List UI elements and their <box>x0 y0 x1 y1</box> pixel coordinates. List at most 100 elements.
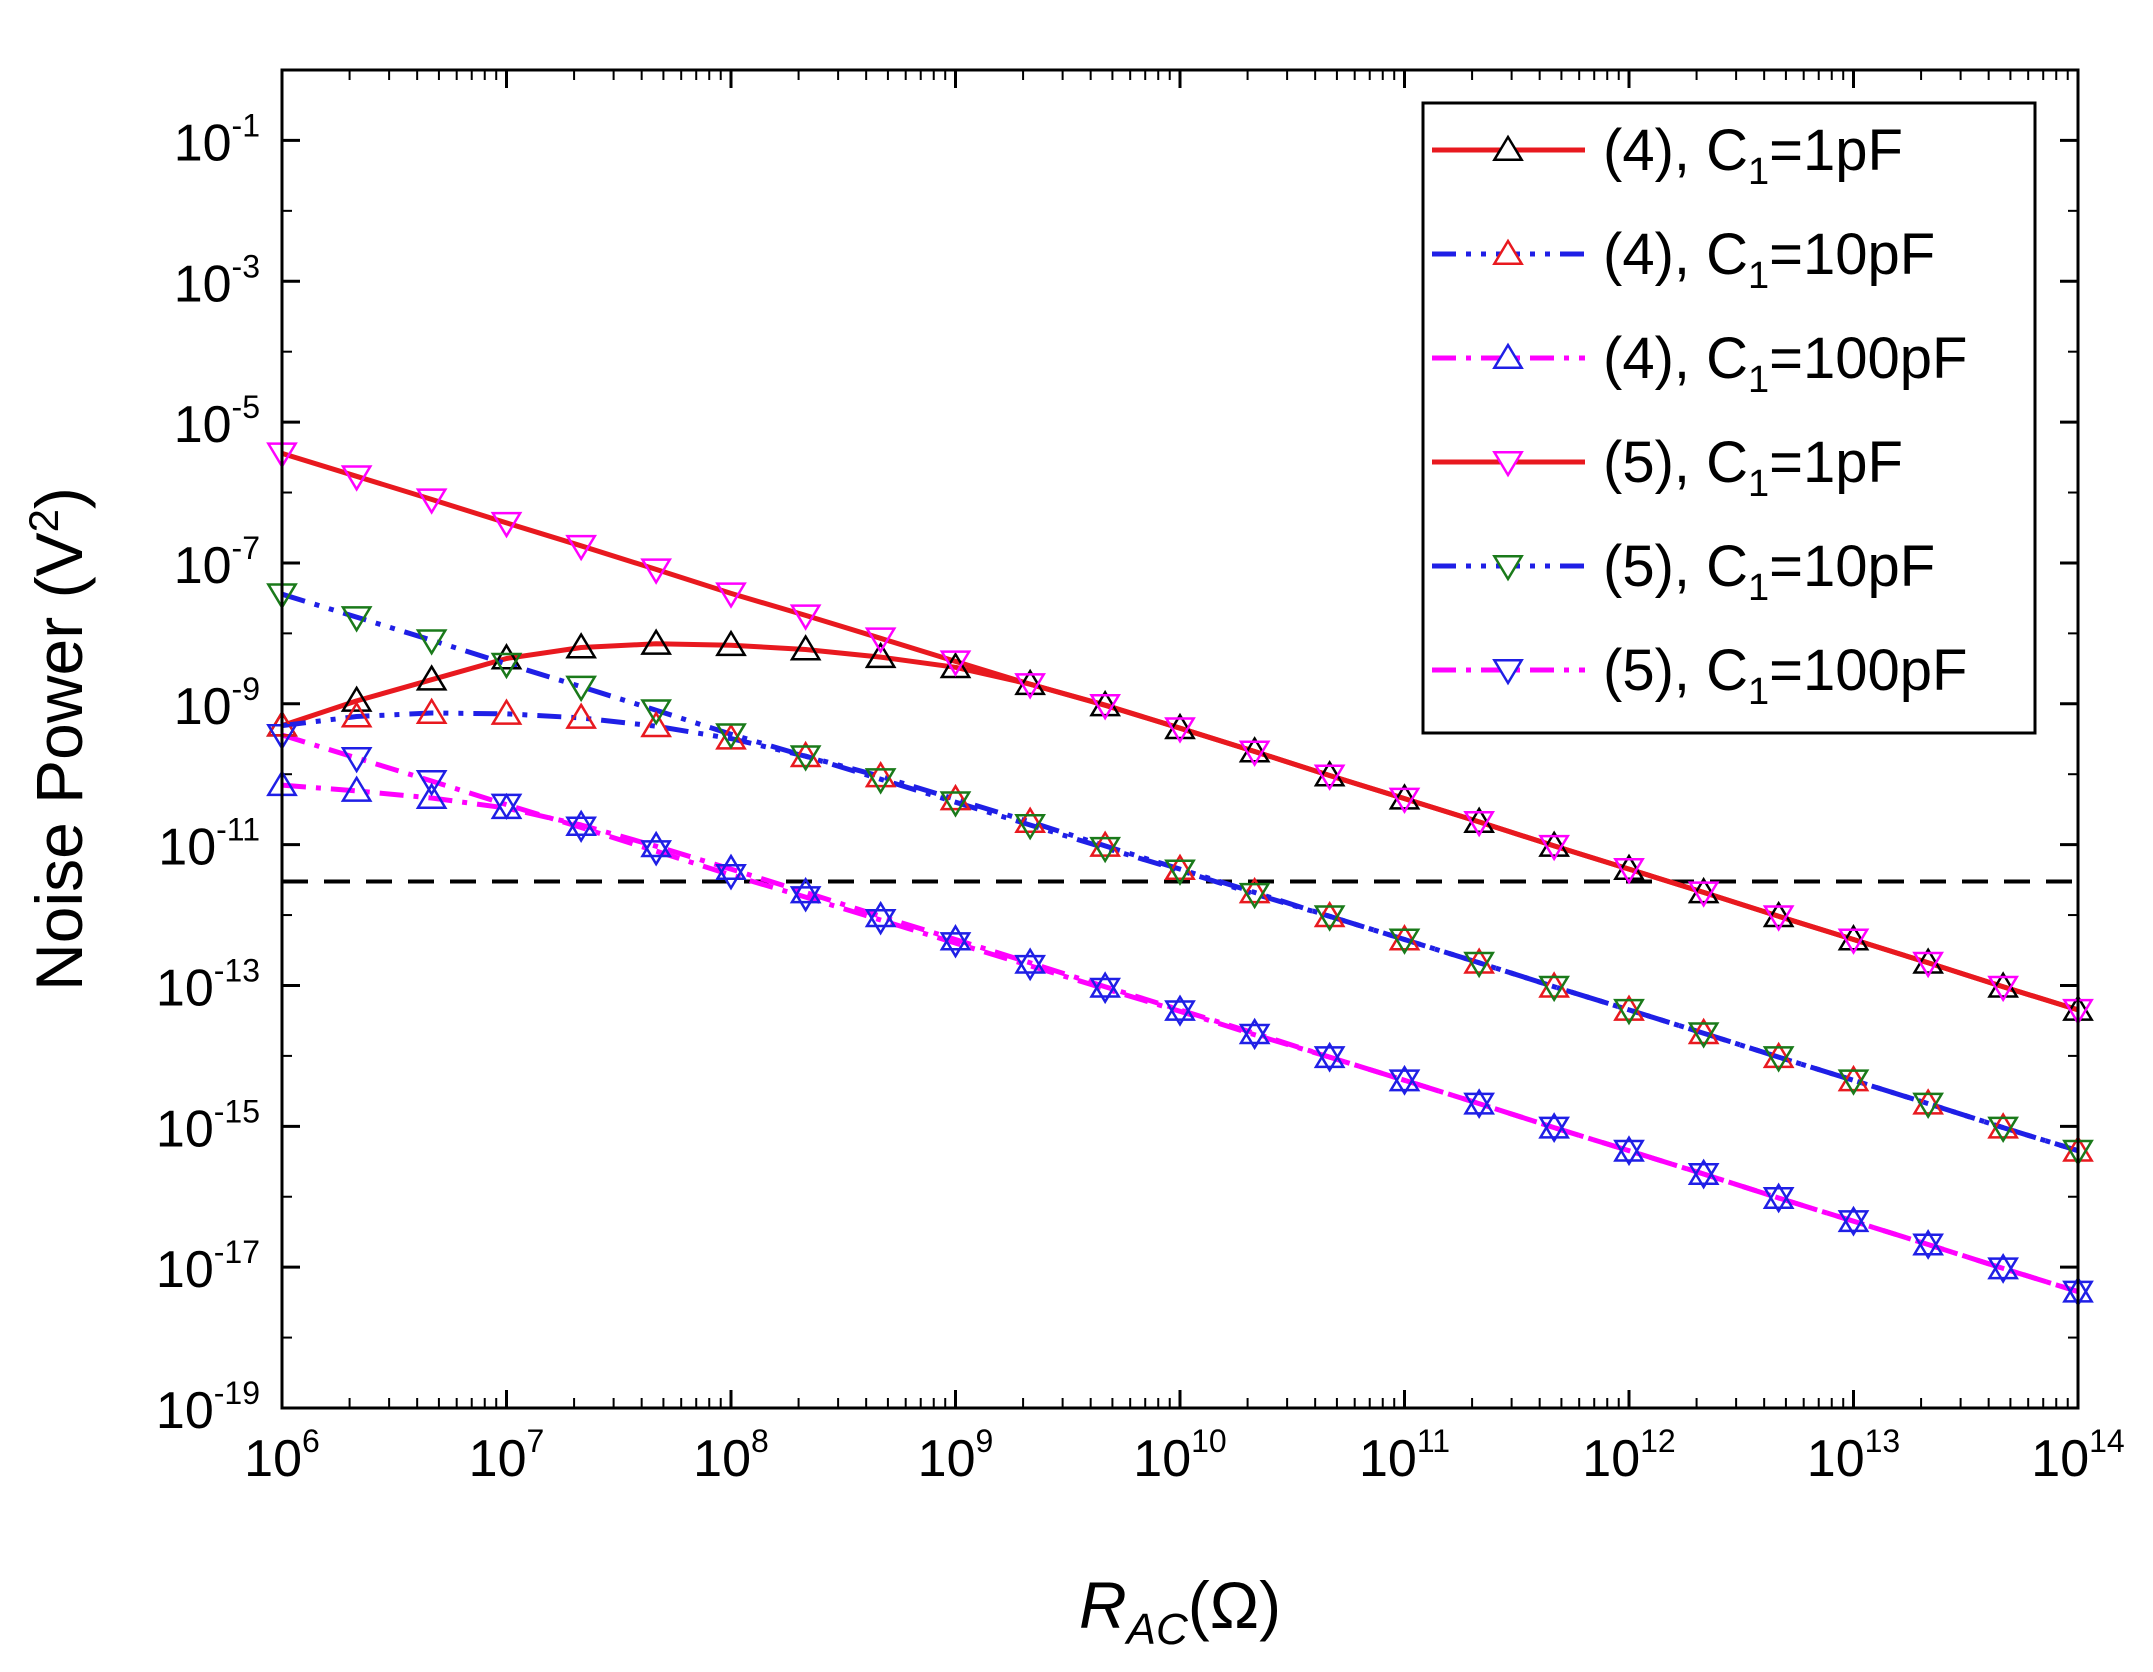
y-tick-label: 10-19 <box>156 1375 260 1440</box>
x-tick-exp: 10 <box>1191 1423 1227 1459</box>
series-4-point <box>1613 858 1645 885</box>
y-tick-label: 10-5 <box>174 389 260 454</box>
series-6-point <box>340 746 373 774</box>
legend-label-sub: 1 <box>1748 255 1769 297</box>
series-2-point <box>640 710 672 738</box>
y-tick-base: 10 <box>158 819 216 877</box>
series-5-point <box>1613 998 1645 1026</box>
series-6-point <box>415 770 448 797</box>
series-6-point <box>1463 1092 1495 1120</box>
series-5-point <box>1837 1069 1870 1096</box>
series-1-point <box>1912 947 1944 974</box>
x-tick-exp: 12 <box>1640 1423 1676 1459</box>
series-line-2 <box>281 710 2079 1154</box>
series-6-point <box>1687 1163 1720 1190</box>
series-line-4 <box>281 451 2079 1013</box>
x-axis-title-sub: AC <box>1124 1605 1189 1654</box>
series-1-point <box>1987 971 2019 998</box>
series-5-point <box>939 791 972 818</box>
y-tick-exp: -11 <box>216 812 260 848</box>
series-5-point <box>1463 951 1495 979</box>
series-markers <box>266 442 2094 1308</box>
series-3-point <box>1613 1135 1645 1162</box>
plot-frame <box>280 68 2080 1410</box>
series-5-point <box>1687 1022 1720 1049</box>
legend-marker-2 <box>1492 238 1524 265</box>
series-6-point <box>1313 1046 1346 1073</box>
series-2-point <box>1164 853 1196 881</box>
y-tick-base: 10 <box>156 1241 214 1299</box>
x-tick-base: 10 <box>2031 1430 2089 1488</box>
legend-label-prefix: (5), C <box>1603 534 1748 599</box>
series-3-point <box>1313 1041 1346 1069</box>
series-4-point <box>1762 905 1795 932</box>
series-2-point <box>1912 1088 1944 1115</box>
y-tick-exp: -13 <box>214 952 260 988</box>
y-tick-base: 10 <box>174 537 232 595</box>
legend-label-sub: 1 <box>1748 359 1769 401</box>
legend-marker-6 <box>1492 659 1524 686</box>
x-axis-title-unit: (Ω) <box>1188 1568 1281 1642</box>
series-2-point <box>1463 947 1495 974</box>
y-tick-exp: -19 <box>214 1375 260 1411</box>
series-1-point <box>789 634 822 661</box>
series-4-point <box>640 558 672 585</box>
series-6-point <box>565 816 597 843</box>
legend-label-suffix: =100pF <box>1769 638 1967 703</box>
series-2-point <box>1987 1112 2019 1139</box>
x-tick-base: 10 <box>469 1430 527 1488</box>
series-2-point <box>1313 900 1346 928</box>
x-tick-label: 106 <box>244 1423 320 1488</box>
series-4-point <box>1837 928 1870 955</box>
series-2-point <box>789 740 822 768</box>
series-3-point <box>1538 1112 1570 1139</box>
series-4-point <box>1463 810 1495 838</box>
y-tick-base: 10 <box>156 959 214 1017</box>
series-4-point <box>789 604 822 631</box>
y-tick-label: 10-15 <box>156 1093 260 1158</box>
series-6-point <box>1987 1257 2019 1284</box>
x-tick-base: 10 <box>918 1430 976 1488</box>
series-3-point <box>939 924 972 951</box>
series-6-point <box>1613 1139 1645 1167</box>
series-1-point <box>1089 689 1121 717</box>
series-2-point <box>1014 806 1046 833</box>
legend-label-1: (4), C1=1pF <box>1603 118 1903 193</box>
series-3-point <box>1164 994 1196 1021</box>
series-2-point <box>1687 1017 1720 1045</box>
series-1-point <box>1538 830 1570 857</box>
y-tick-label: 10-9 <box>174 671 260 736</box>
series-6-point <box>1388 1069 1421 1096</box>
series-4-point <box>864 627 897 654</box>
x-tick-label: 107 <box>469 1423 545 1488</box>
tick-labels: 106 107 108 109 1010 1011 1012 1013 101410-110-3… <box>156 107 2125 1488</box>
y-tick-exp: -5 <box>232 389 260 425</box>
series-2-point <box>490 698 523 725</box>
series-4-point <box>1538 834 1570 862</box>
x-tick-label: 108 <box>693 1423 769 1488</box>
series-line-6 <box>281 732 2079 1294</box>
y-tick-base: 10 <box>174 114 232 172</box>
series-6-point <box>640 840 672 867</box>
x-tick-exp: 14 <box>2089 1423 2125 1459</box>
series-3-point <box>1089 971 1121 998</box>
series-2-point <box>415 697 448 724</box>
series-2-point <box>939 783 972 811</box>
legend-label-sub: 1 <box>1748 567 1769 609</box>
series-3-point <box>1238 1017 1271 1045</box>
series-6-point <box>1089 977 1121 1005</box>
series-1-point <box>1313 760 1346 787</box>
x-axis-title: RAC(Ω) <box>1079 1568 1281 1654</box>
series-3-point <box>1463 1088 1495 1115</box>
legend-marker-1 <box>1492 134 1524 161</box>
legend-label-prefix: (5), C <box>1603 430 1748 495</box>
x-tick-label: 1014 <box>2031 1423 2124 1488</box>
series-6-point <box>789 886 822 913</box>
x-tick-base: 10 <box>244 1430 302 1488</box>
series-1-point <box>715 629 747 657</box>
series-4-point <box>1388 787 1421 815</box>
series-6-point <box>715 864 747 891</box>
series-3-point <box>1388 1064 1421 1092</box>
x-tick-base: 10 <box>1582 1430 1640 1488</box>
series-3-point <box>565 809 597 837</box>
